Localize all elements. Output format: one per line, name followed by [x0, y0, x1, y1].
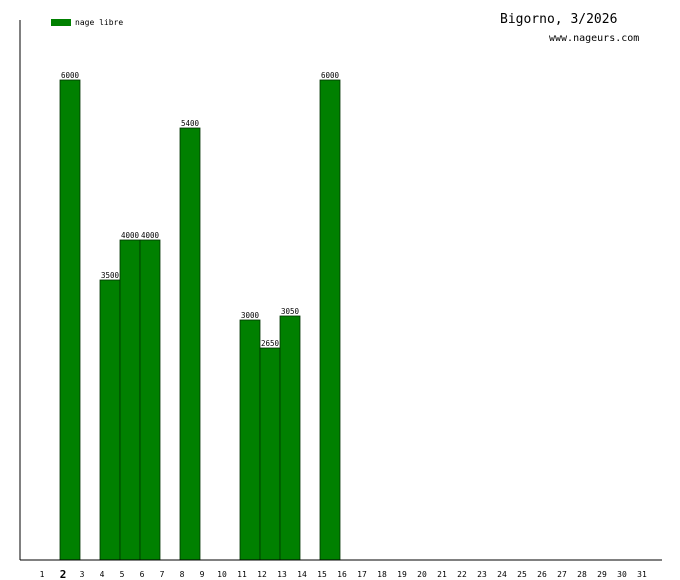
- x-tick-label-22: 22: [457, 570, 467, 579]
- x-tick-label-15: 15: [317, 570, 327, 579]
- data-label-day-2: 6000: [61, 71, 80, 80]
- legend-label: nage libre: [75, 18, 123, 27]
- x-tick-label-14: 14: [297, 570, 307, 579]
- data-label-day-4: 3500: [101, 271, 120, 280]
- x-tick-label-2: 2: [60, 568, 67, 580]
- data-label-day-12: 2650: [261, 339, 280, 348]
- data-label-day-15: 6000: [321, 71, 340, 80]
- x-tick-label-7: 7: [160, 570, 165, 579]
- x-tick-label-8: 8: [180, 570, 185, 579]
- bar-day-6: [139, 239, 161, 561]
- x-tick-label-13: 13: [277, 570, 287, 579]
- bars-group: [59, 79, 341, 561]
- bar-day-11: [239, 319, 261, 561]
- x-tick-label-21: 21: [437, 570, 447, 579]
- x-tick-label-29: 29: [597, 570, 607, 579]
- x-tick-label-26: 26: [537, 570, 547, 579]
- data-label-day-8: 5400: [181, 119, 200, 128]
- x-tick-label-1: 1: [40, 570, 45, 579]
- x-tick-label-3: 3: [80, 570, 85, 579]
- bar-day-15: [319, 79, 341, 561]
- x-tick-labels-group: 1 2 3 4 5 6 7 8 9 10 11 12 13 14 15 16 17 18 19 20 21 22 23 24 2…: [40, 568, 647, 580]
- legend-swatch: [51, 19, 71, 26]
- data-label-day-13: 3050: [281, 307, 300, 316]
- x-tick-label-4: 4: [100, 570, 105, 579]
- x-tick-label-18: 18: [377, 570, 387, 579]
- x-tick-label-6: 6: [140, 570, 145, 579]
- data-labels-group: 6000 3500 4000 4000 5400 3000 2650 3050 6000: [61, 71, 340, 348]
- bar-day-13: [279, 315, 301, 561]
- x-tick-label-12: 12: [257, 570, 267, 579]
- x-tick-label-5: 5: [120, 570, 125, 579]
- x-tick-label-10: 10: [217, 570, 227, 579]
- x-tick-label-30: 30: [617, 570, 627, 579]
- x-tick-label-28: 28: [577, 570, 587, 579]
- data-label-day-6: 4000: [141, 231, 160, 240]
- x-tick-label-11: 11: [237, 570, 247, 579]
- x-tick-label-25: 25: [517, 570, 527, 579]
- bar-day-8: [179, 127, 201, 561]
- data-label-day-5: 4000: [121, 231, 140, 240]
- x-tick-label-24: 24: [497, 570, 507, 579]
- x-tick-label-17: 17: [357, 570, 367, 579]
- bar-day-4: [99, 279, 121, 561]
- bar-day-2: [59, 79, 81, 561]
- x-tick-label-9: 9: [200, 570, 205, 579]
- x-tick-label-19: 19: [397, 570, 407, 579]
- x-tick-label-16: 16: [337, 570, 347, 579]
- x-tick-label-27: 27: [557, 570, 567, 579]
- x-tick-label-20: 20: [417, 570, 427, 579]
- site-url: www.nageurs.com: [549, 33, 639, 44]
- x-tick-label-23: 23: [477, 570, 487, 579]
- bar-day-12: [259, 347, 281, 561]
- x-tick-label-31: 31: [637, 570, 647, 579]
- chart-title: Bigorno, 3/2026: [500, 12, 617, 27]
- bar-day-5: [119, 239, 141, 561]
- data-label-day-11: 3000: [241, 311, 260, 320]
